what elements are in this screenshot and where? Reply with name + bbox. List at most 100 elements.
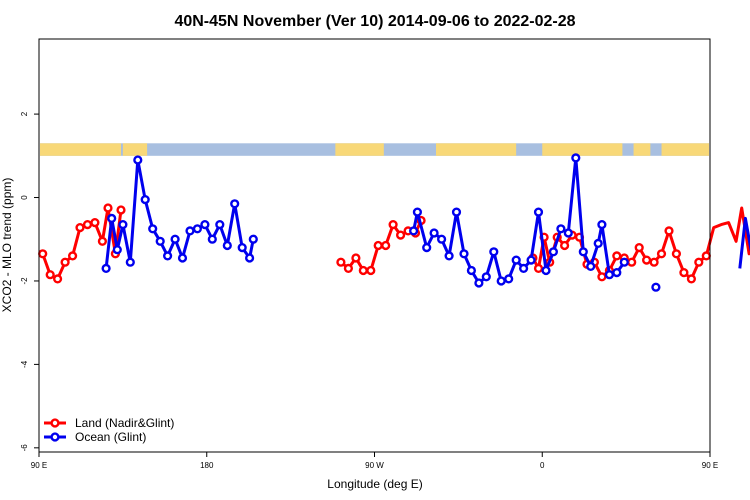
ocean-data-point <box>556 224 566 234</box>
ocean-data-point <box>571 153 581 163</box>
ocean-data-point <box>248 234 258 244</box>
ocean-data-point <box>437 234 447 244</box>
land-data-point <box>358 265 368 276</box>
ocean-data-point <box>597 220 607 230</box>
ocean-series-line <box>738 216 750 269</box>
ocean-data-point <box>496 276 506 286</box>
ocean-data-point <box>140 195 150 205</box>
land-data-point <box>671 249 682 259</box>
ocean-data-point <box>619 257 629 267</box>
land-strip-segment <box>633 143 651 156</box>
ocean-data-point <box>533 207 544 217</box>
y-tick-label: -4 <box>20 360 29 368</box>
ocean-data-point <box>444 251 454 261</box>
ocean-series-line <box>104 158 255 269</box>
ocean-data-point <box>118 220 128 230</box>
ocean-data-point <box>200 220 210 230</box>
land-strip-segment <box>542 143 623 156</box>
land-data-point <box>634 243 644 253</box>
land-data-point <box>97 236 108 246</box>
ocean-data-point <box>563 228 573 238</box>
ocean-data-point <box>245 253 255 263</box>
ocean-data-point <box>409 226 419 236</box>
land-data-point <box>75 223 85 233</box>
land-data-point <box>664 226 674 236</box>
y-tick-label: -6 <box>20 444 29 452</box>
ocean-data-point <box>604 270 615 280</box>
land-strip-segment <box>122 143 148 156</box>
chart-title: 40N-45N November (Ver 10) 2014-09-06 to … <box>174 13 575 30</box>
y-axis: 2 0 -2 -4 -6 <box>20 111 39 451</box>
ocean-data-point <box>107 213 117 224</box>
ocean-data-point <box>185 226 195 236</box>
land-data-point <box>627 257 637 267</box>
land-data-point <box>366 265 376 276</box>
ocean-data-point <box>222 240 232 251</box>
land-strip-segment <box>661 143 709 156</box>
land-data-point <box>116 205 126 215</box>
ocean-data-point <box>163 251 173 261</box>
series-layer <box>38 153 750 292</box>
land-data-point <box>649 257 659 267</box>
land-data-point <box>45 270 55 280</box>
y-tick-label: 2 <box>20 111 29 116</box>
land-data-point <box>67 251 78 261</box>
land-strip-segment <box>436 143 517 156</box>
x-tick-label: 90 E <box>702 461 718 470</box>
ocean-data-point <box>422 243 432 253</box>
ocean-data-point <box>230 199 240 209</box>
land-data-point <box>103 203 113 213</box>
ocean-data-point <box>215 220 225 230</box>
legend-ocean-label: Ocean (Glint) <box>75 430 146 444</box>
land-data-point <box>373 240 383 251</box>
ocean-data-point <box>526 255 536 265</box>
ocean-data-point <box>133 155 143 165</box>
land-data-point <box>701 251 711 261</box>
legend-ocean-marker <box>50 432 60 442</box>
ocean-data-point <box>593 238 603 249</box>
land-data-point <box>336 257 346 267</box>
x-tick-label: 90 E <box>31 461 47 470</box>
land-ocean-strip <box>40 143 709 156</box>
ocean-data-point <box>481 272 491 282</box>
ocean-data-point <box>177 253 188 263</box>
land-strip-segment <box>335 143 384 156</box>
land-data-point <box>533 263 544 274</box>
land-data-point <box>396 230 406 240</box>
ocean-data-point <box>578 247 588 257</box>
ocean-data-point <box>429 228 439 238</box>
ocean-data-point <box>541 265 551 276</box>
y-tick-label: -2 <box>20 277 29 285</box>
land-data-point <box>381 240 391 251</box>
land-strip-segment <box>40 143 122 156</box>
land-data-point <box>656 249 667 259</box>
ocean-data-point <box>511 255 521 265</box>
ocean-data-point <box>125 257 135 267</box>
x-tick-label: 90 W <box>365 461 384 470</box>
ocean-data-point <box>651 282 661 292</box>
x-axis-title: Longitude (deg E) <box>327 477 422 491</box>
ocean-data-point <box>237 243 247 253</box>
land-data-point <box>388 220 398 230</box>
ocean-data-point <box>586 261 596 272</box>
land-data-point <box>612 251 622 261</box>
ocean-data-point <box>412 207 423 217</box>
ocean-data-point <box>101 263 111 274</box>
y-axis-title: XCO2 - MLO trend (ppm) <box>0 178 14 313</box>
y-tick-label: 0 <box>20 195 29 200</box>
ocean-data-point <box>155 236 165 246</box>
ocean-data-point <box>504 274 514 284</box>
land-data-point <box>52 274 63 284</box>
ocean-data-point <box>148 224 158 234</box>
land-data-point <box>559 240 570 251</box>
land-data-point <box>686 274 697 284</box>
land-data-point <box>679 268 689 278</box>
ocean-data-point <box>548 247 559 257</box>
ocean-data-point <box>207 234 217 244</box>
x-tick-label: 180 <box>200 461 214 470</box>
ocean-data-point <box>466 265 477 276</box>
legend: Land (Nadir&Glint)Ocean (Glint) <box>44 416 174 444</box>
land-data-point <box>641 255 652 265</box>
ocean-data-point <box>451 207 462 217</box>
